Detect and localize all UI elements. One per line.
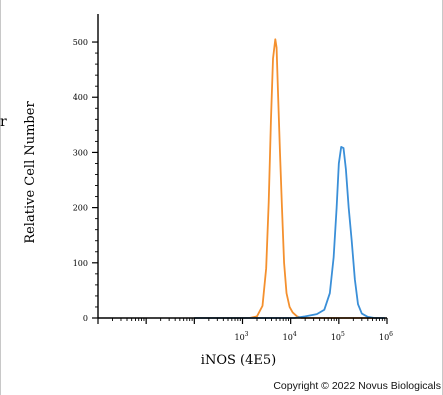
histogram-chart: 103 104 105 106 0 100 200 300 400 500 iNOS (4E5)… xyxy=(23,14,393,368)
x-tick-label: 105 xyxy=(331,331,345,342)
x-ticks: 103 104 105 106 xyxy=(97,318,393,342)
copyright-notice: Copyright © 2022 Novus Biologicals xyxy=(273,380,441,392)
x-tick-label: 106 xyxy=(379,331,393,342)
y-tick-label: 100 xyxy=(73,259,88,268)
x-axis-title: iNOS (4E5) xyxy=(201,353,276,368)
y-tick-label: 0 xyxy=(83,314,88,323)
x-tick-label: 104 xyxy=(283,331,297,342)
y-tick-label: 200 xyxy=(73,204,88,213)
x-tick-label: 103 xyxy=(234,331,248,342)
series-layer xyxy=(194,38,385,319)
histogram-series-2 xyxy=(194,146,385,319)
histogram-series-1 xyxy=(194,38,380,319)
axes-layer xyxy=(97,14,387,319)
side-fragment-text: r xyxy=(0,114,7,130)
y-axis-title: Relative Cell Number xyxy=(23,101,38,244)
y-tick-label: 500 xyxy=(73,38,88,47)
y-tick-label: 400 xyxy=(73,93,88,102)
y-tick-label: 300 xyxy=(73,148,88,157)
y-ticks: 0 100 200 300 400 500 xyxy=(73,38,98,323)
